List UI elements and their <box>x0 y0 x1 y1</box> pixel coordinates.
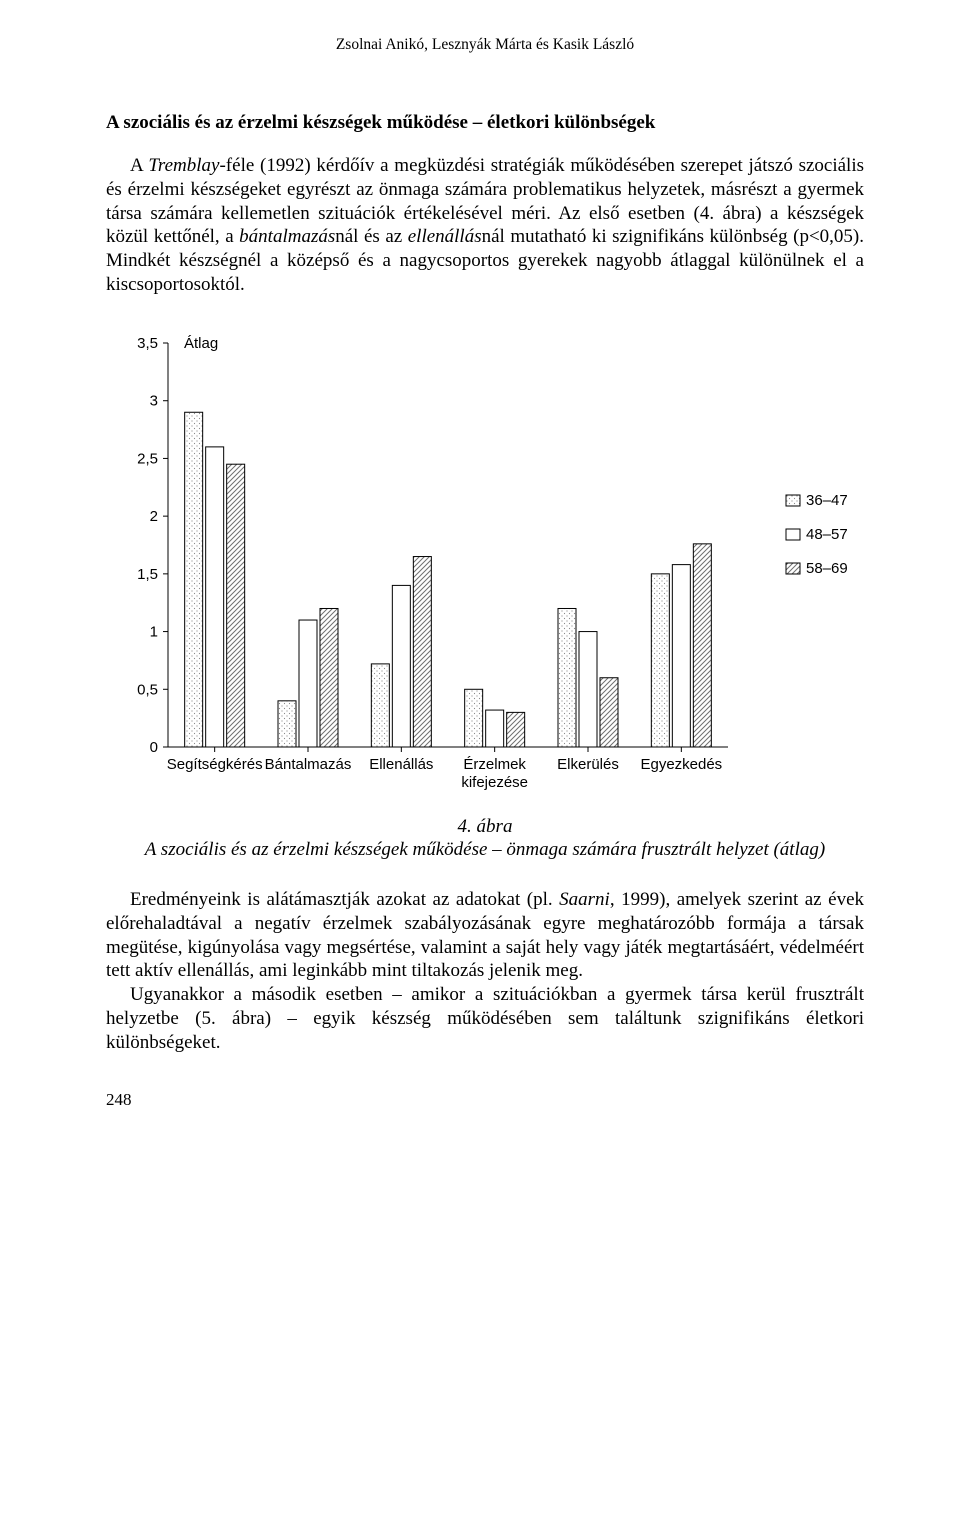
svg-text:3,5: 3,5 <box>137 335 158 352</box>
svg-text:0: 0 <box>150 739 158 756</box>
svg-text:58–69: 58–69 <box>806 560 848 577</box>
page-number: 248 <box>106 1090 864 1110</box>
section-title: A szociális és az érzelmi készségek műkö… <box>106 112 864 134</box>
svg-text:Érzelmek: Érzelmek <box>463 756 526 773</box>
svg-text:1: 1 <box>150 623 158 640</box>
text-italic-ellenallas: ellenállás <box>408 226 482 247</box>
figure-number: 4. ábra <box>106 815 864 839</box>
svg-text:Átlag: Átlag <box>184 335 218 352</box>
svg-text:2: 2 <box>150 508 158 525</box>
text-run: nál és az <box>335 226 407 247</box>
chart-figure-4: 0 0,5 1 1,5 2 2,5 3 3,5 Átlag SegítségkérésBántal… <box>106 325 864 805</box>
text-italic-tremblay: Tremblay <box>148 155 219 176</box>
text-italic-saarni: Saarni <box>559 889 610 910</box>
figure-caption-text: A szociális és az érzelmi készségek műkö… <box>145 839 825 860</box>
svg-text:Bántalmazás: Bántalmazás <box>265 756 352 773</box>
svg-text:Ellenállás: Ellenállás <box>369 756 433 773</box>
figure-caption: 4. ábra A szociális és az érzelmi készsé… <box>106 815 864 863</box>
svg-text:Elkerülés: Elkerülés <box>557 756 619 773</box>
svg-text:3: 3 <box>150 392 158 409</box>
running-head: Zsolnai Anikó, Lesznyák Márta és Kasik L… <box>106 36 864 54</box>
paragraph-second-case: Ugyanakkor a második esetben – amikor a … <box>106 983 864 1054</box>
text-run: A <box>130 155 148 176</box>
svg-text:48–57: 48–57 <box>806 526 848 543</box>
text-run: Eredményeink is alátámasztják azokat az … <box>130 889 559 910</box>
svg-text:Egyezkedés: Egyezkedés <box>640 756 722 773</box>
svg-text:2,5: 2,5 <box>137 450 158 467</box>
svg-text:36–47: 36–47 <box>806 492 848 509</box>
text-italic-bantalmazas: bántalmazás <box>239 226 335 247</box>
svg-text:1,5: 1,5 <box>137 565 158 582</box>
svg-text:0,5: 0,5 <box>137 681 158 698</box>
svg-text:Segítségkérés: Segítségkérés <box>167 756 263 773</box>
paragraph-results: Eredményeink is alátámasztják azokat az … <box>106 888 864 983</box>
svg-text:kifejezése: kifejezése <box>461 774 528 791</box>
chart-svg: 0 0,5 1 1,5 2 2,5 3 3,5 Átlag SegítségkérésBántal… <box>106 325 866 805</box>
paragraph-intro: A Tremblay-féle (1992) kérdőív a megküzd… <box>106 154 864 297</box>
